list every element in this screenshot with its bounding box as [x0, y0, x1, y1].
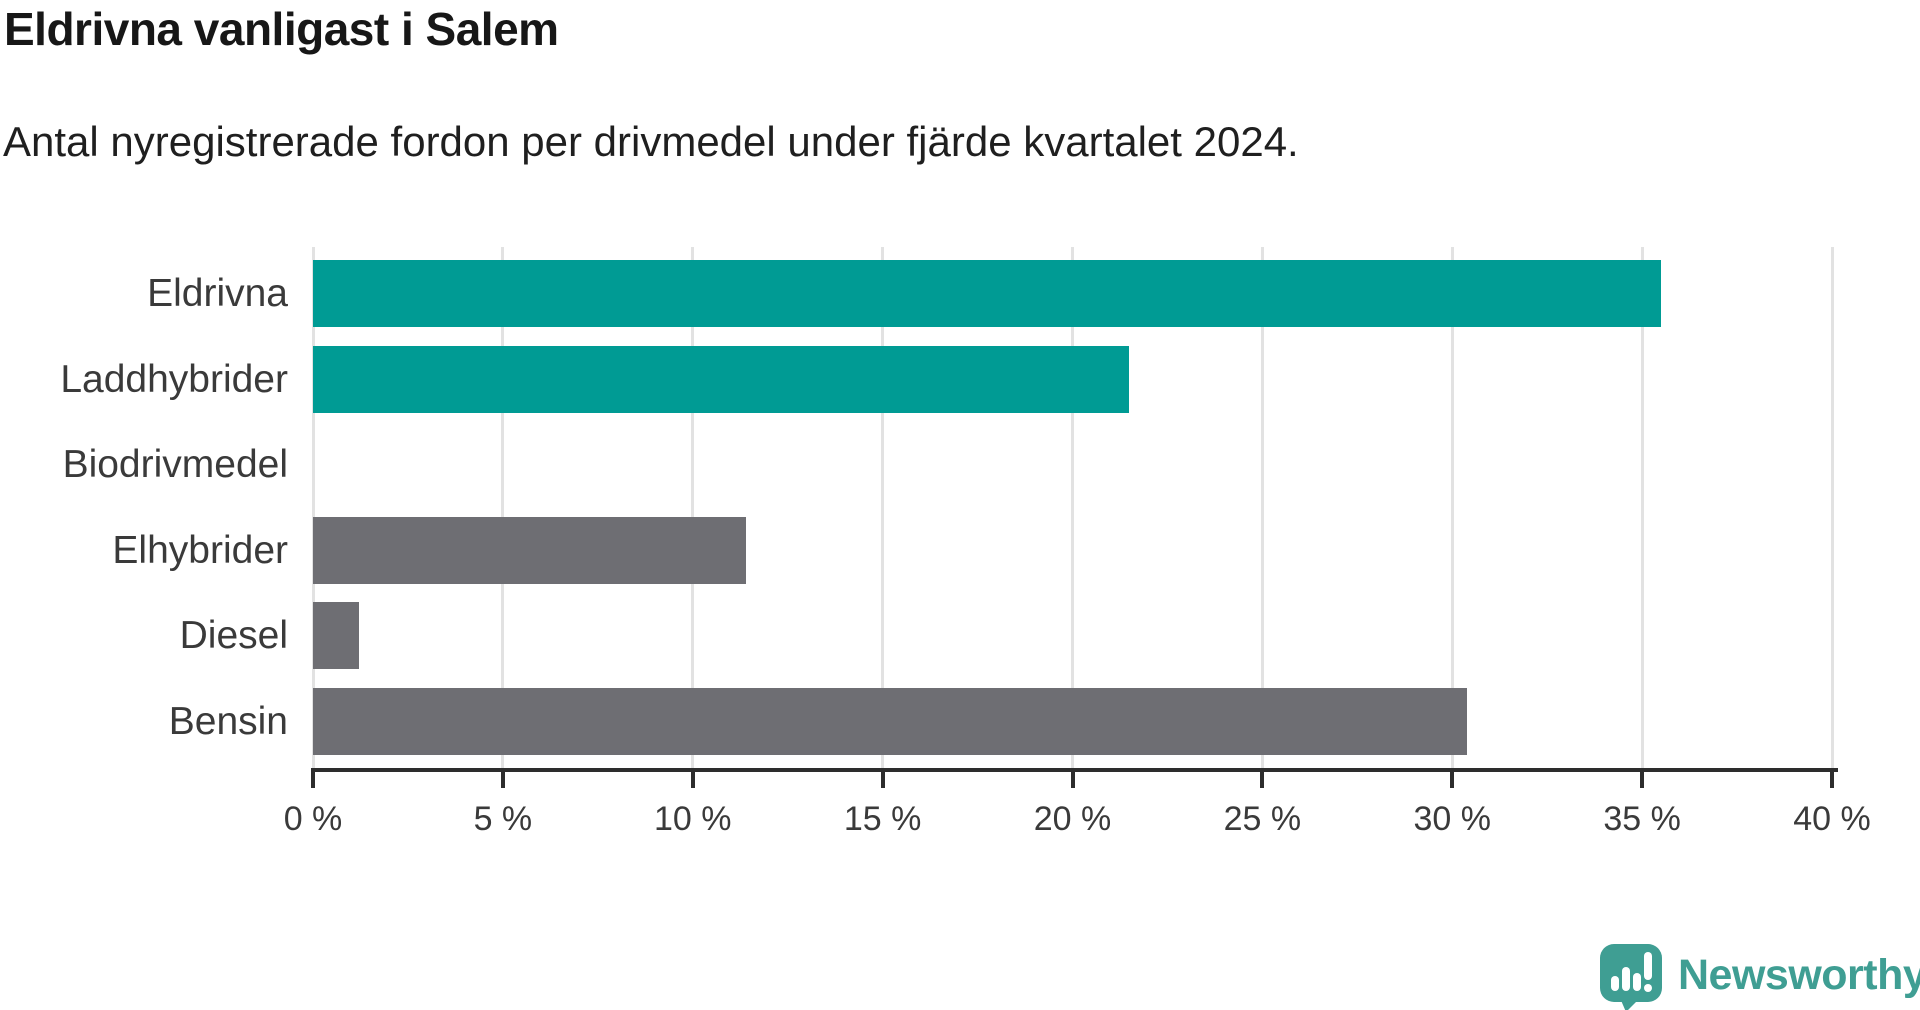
x-tick-25: [1260, 772, 1265, 788]
category-label-laddhybrider: Laddhybrider: [60, 357, 288, 401]
chart-title: Eldrivna vanligast i Salem: [4, 3, 559, 55]
x-tick-label-0: 0 %: [283, 800, 343, 838]
x-tick-0: [311, 772, 315, 788]
x-tick-label-5: 5 %: [473, 800, 533, 838]
x-tick-label-35: 35 %: [1603, 800, 1681, 838]
category-label-biodrivmedel: Biodrivmedel: [62, 443, 288, 487]
category-label-diesel: Diesel: [179, 614, 288, 658]
gridline-0: [311, 247, 315, 768]
gridline-30: [1450, 247, 1454, 768]
x-tick-5: [500, 772, 505, 788]
x-tick-30: [1450, 772, 1455, 788]
gridline-20: [1071, 247, 1074, 768]
x-tick-label-20: 20 %: [1033, 800, 1112, 838]
bar-laddhybrider: [313, 345, 1130, 413]
x-tick-label-15: 15 %: [843, 800, 922, 838]
x-tick-40: [1830, 772, 1834, 788]
gridline-40: [1830, 247, 1834, 768]
bar-elhybrider: [313, 516, 746, 584]
gridline-35: [1640, 247, 1644, 768]
gridline-10: [691, 247, 695, 768]
x-tick-label-10: 10 %: [654, 800, 732, 838]
category-label-elhybrider: Elhybrider: [112, 528, 288, 572]
x-tick-label-40: 40 %: [1793, 800, 1871, 838]
category-label-eldrivna: Eldrivna: [147, 272, 288, 315]
x-tick-label-25: 25 %: [1223, 800, 1302, 838]
gridline-15: [881, 247, 885, 768]
chart-subtitle: Antal nyregistrerade fordon per drivmede…: [3, 118, 1299, 165]
bar-diesel: [313, 602, 359, 670]
bar-bensin: [313, 688, 1468, 755]
newsworthy-logo: Newsworthy: [1600, 944, 1920, 1010]
category-label-bensin: Bensin: [168, 700, 288, 743]
gridline-25: [1260, 247, 1264, 768]
x-tick-15: [880, 772, 885, 788]
x-tick-label-30: 30 %: [1413, 800, 1492, 838]
x-tick-20: [1070, 772, 1075, 788]
newsworthy-wordmark: Newsworthy: [1678, 950, 1920, 999]
bar-eldrivna: [313, 260, 1662, 327]
x-tick-35: [1640, 772, 1645, 788]
x-tick-10: [690, 772, 695, 788]
gridline-5: [501, 247, 505, 768]
x-axis-line: [311, 768, 1838, 772]
newsworthy-chart-bubble-icon: [1600, 944, 1662, 1010]
